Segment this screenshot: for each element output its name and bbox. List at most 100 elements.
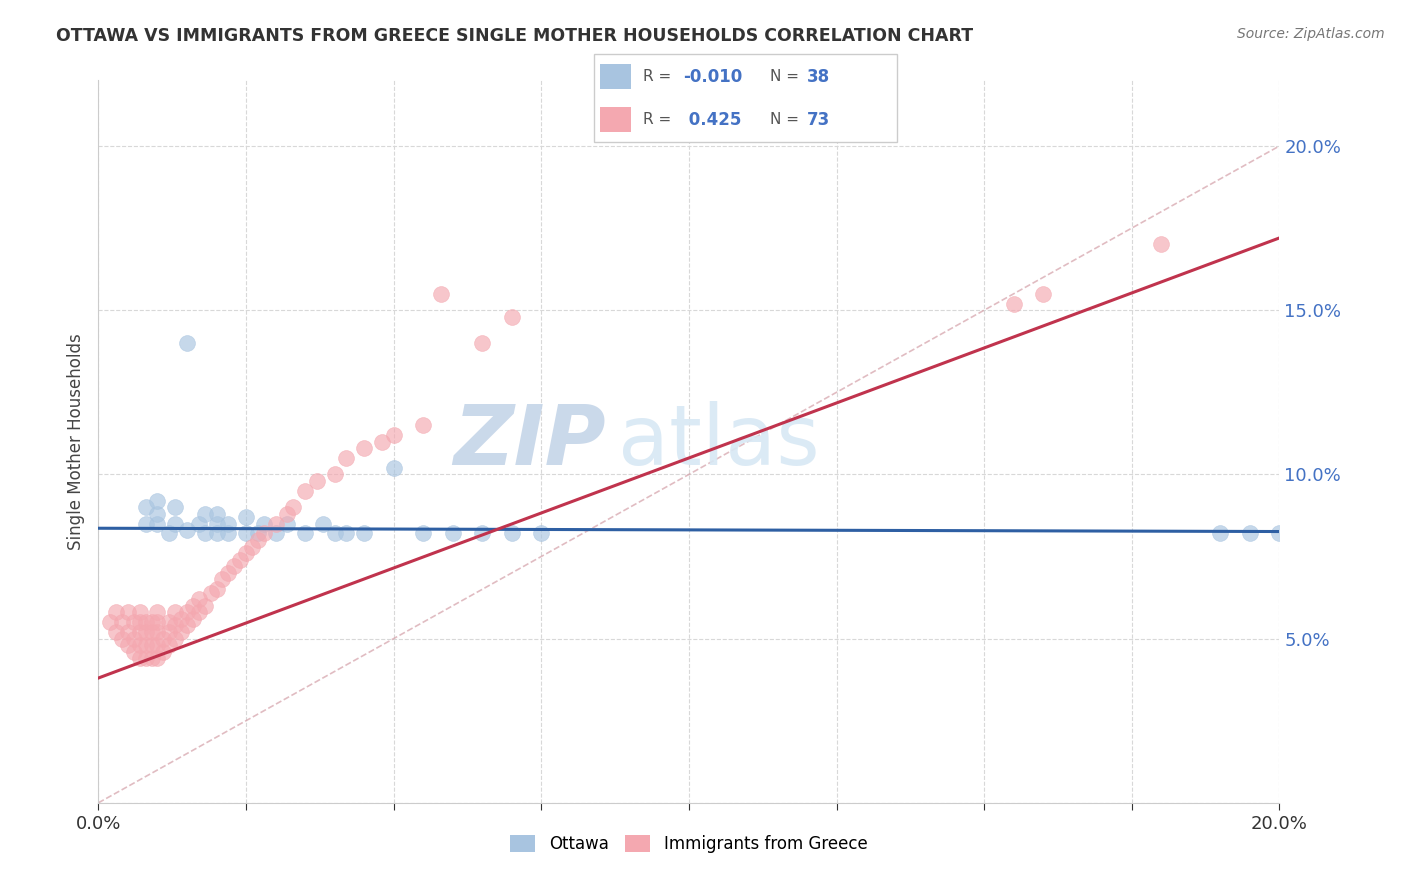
Y-axis label: Single Mother Households: Single Mother Households (66, 334, 84, 549)
Point (240, 540, 263, 554)
FancyBboxPatch shape (600, 64, 631, 89)
Point (141, 651, 163, 665)
Point (323, 526, 346, 541)
Point (276, 507, 298, 521)
Point (165, 516, 187, 531)
Point (146, 493, 169, 508)
Point (430, 286, 453, 301)
Point (157, 638, 180, 652)
Point (530, 526, 553, 541)
Point (135, 638, 157, 652)
Point (205, 507, 228, 521)
Point (229, 553, 252, 567)
Point (141, 615, 163, 630)
Point (122, 645, 145, 659)
Point (141, 625, 163, 640)
Point (353, 526, 375, 541)
Point (165, 618, 187, 632)
Point (152, 645, 174, 659)
Point (117, 625, 139, 640)
Point (305, 474, 328, 488)
Point (165, 605, 187, 619)
Legend: Ottawa, Immigrants from Greece: Ottawa, Immigrants from Greece (503, 828, 875, 860)
Point (157, 625, 180, 640)
Point (181, 612, 204, 626)
Point (1032, 286, 1054, 301)
Text: OTTAWA VS IMMIGRANTS FROM GREECE SINGLE MOTHER HOUSEHOLDS CORRELATION CHART: OTTAWA VS IMMIGRANTS FROM GREECE SINGLE … (56, 27, 973, 45)
Point (471, 526, 494, 541)
Point (111, 615, 134, 630)
Text: R =: R = (643, 70, 676, 84)
Point (217, 526, 239, 541)
Point (412, 526, 434, 541)
Point (105, 625, 128, 640)
Point (283, 500, 305, 515)
Point (111, 632, 134, 646)
Point (294, 526, 316, 541)
FancyBboxPatch shape (600, 107, 631, 132)
Point (205, 526, 228, 541)
Point (135, 615, 157, 630)
Point (294, 483, 316, 498)
Point (1002, 296, 1025, 310)
Point (194, 599, 217, 613)
Point (235, 526, 257, 541)
Point (205, 582, 228, 597)
Point (165, 500, 187, 515)
Point (371, 434, 394, 449)
Point (146, 638, 169, 652)
Point (128, 605, 150, 619)
Point (181, 599, 204, 613)
Text: N =: N = (770, 112, 804, 127)
Point (176, 523, 198, 537)
Point (187, 516, 209, 531)
Point (335, 526, 357, 541)
Point (335, 450, 357, 465)
Point (323, 467, 346, 482)
Point (146, 651, 169, 665)
Point (264, 516, 287, 531)
Point (217, 566, 239, 580)
Point (170, 625, 193, 640)
Text: 73: 73 (807, 111, 831, 128)
Text: N =: N = (770, 70, 804, 84)
Point (382, 460, 405, 475)
Point (501, 310, 523, 324)
Point (157, 615, 180, 630)
Point (105, 605, 128, 619)
Point (353, 441, 375, 455)
Point (135, 516, 157, 531)
Point (176, 336, 198, 351)
Text: 0.425: 0.425 (683, 111, 742, 128)
Point (117, 605, 139, 619)
Point (176, 605, 198, 619)
Point (253, 516, 276, 531)
Text: -0.010: -0.010 (683, 68, 742, 86)
Point (128, 651, 150, 665)
Point (146, 605, 169, 619)
Point (157, 526, 180, 541)
Point (128, 638, 150, 652)
Point (501, 526, 523, 541)
Point (135, 651, 157, 665)
Point (187, 592, 209, 607)
Point (1239, 526, 1261, 541)
Point (122, 615, 145, 630)
Point (117, 638, 139, 652)
Point (135, 625, 157, 640)
Point (312, 516, 335, 531)
Point (217, 516, 239, 531)
Point (170, 612, 193, 626)
Point (253, 526, 276, 541)
Text: Source: ZipAtlas.com: Source: ZipAtlas.com (1237, 27, 1385, 41)
Point (246, 526, 269, 541)
Text: 38: 38 (807, 68, 830, 86)
Point (235, 546, 257, 560)
Point (194, 526, 217, 541)
Point (382, 428, 405, 442)
Point (128, 625, 150, 640)
Point (152, 632, 174, 646)
Point (146, 507, 169, 521)
Point (1150, 237, 1173, 252)
Point (224, 559, 246, 574)
